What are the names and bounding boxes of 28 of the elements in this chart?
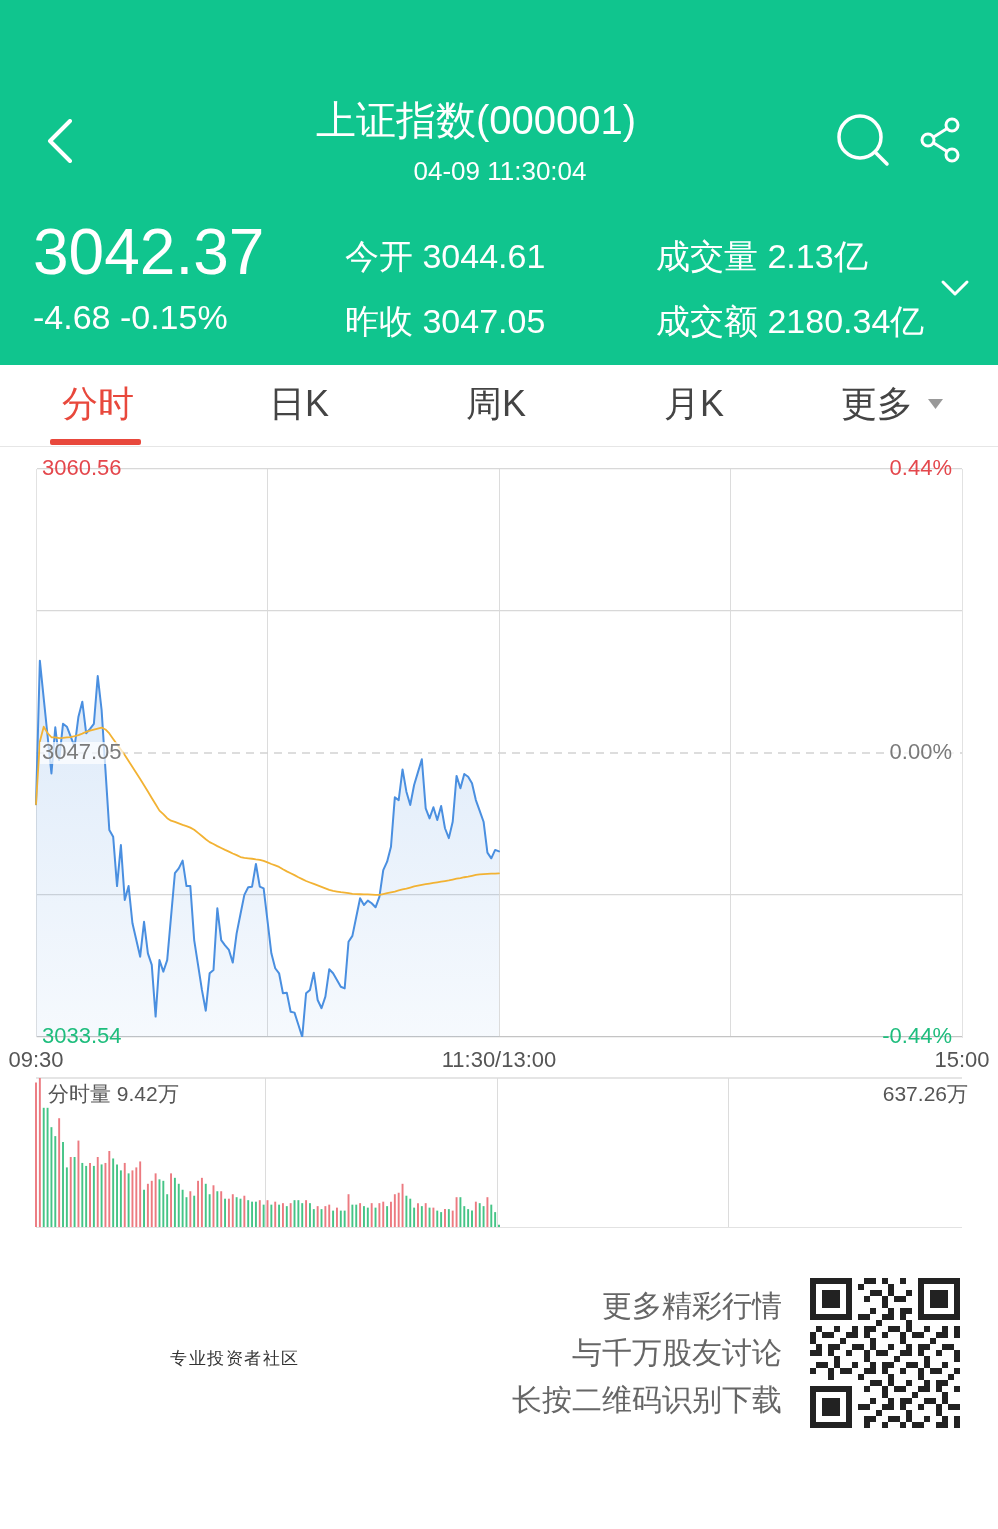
- text: -4.68 -0.15%: [33, 298, 228, 336]
- text: 与千万股友讨论: [572, 1336, 782, 1369]
- text: 专业投资者社区: [170, 1348, 300, 1368]
- text: 成交额 2180.34亿: [656, 302, 925, 340]
- chart-title: 上证指数(000001): [315, 98, 637, 142]
- text: 昨收 3047.05: [345, 302, 546, 340]
- text: 周K: [465, 383, 527, 424]
- text: 3042.37: [33, 216, 265, 288]
- x-tick-label: 11:30/13:00: [441, 1047, 557, 1073]
- y2-tick-label: 0.00%: [889, 739, 953, 765]
- annotation: 637.26万: [882, 1081, 968, 1105]
- y2-tick-label: 0.44%: [889, 455, 953, 481]
- text: 分时: [62, 383, 134, 424]
- x-tick-label: 15:00: [934, 1047, 990, 1073]
- text: 更多精彩行情: [602, 1289, 782, 1322]
- text: 更多: [841, 383, 913, 424]
- y-tick-label: 3047.05: [42, 739, 122, 765]
- text: 长按二维码识别下载: [512, 1383, 782, 1416]
- text: 日K: [268, 383, 330, 424]
- annotation: 分时量 9.42万: [48, 1081, 179, 1105]
- text: 月K: [663, 383, 725, 424]
- y2-tick-label: -0.44%: [882, 1023, 953, 1049]
- x-tick-label: 09:30: [8, 1047, 64, 1073]
- y-tick-label: 3033.54: [42, 1023, 122, 1049]
- text: 今开 3044.61: [345, 237, 546, 275]
- y-tick-label: 3060.56: [42, 455, 122, 481]
- chart-subtitle: 04-09 11:30:04: [413, 156, 587, 186]
- text: 成交量 2.13亿: [656, 237, 868, 275]
